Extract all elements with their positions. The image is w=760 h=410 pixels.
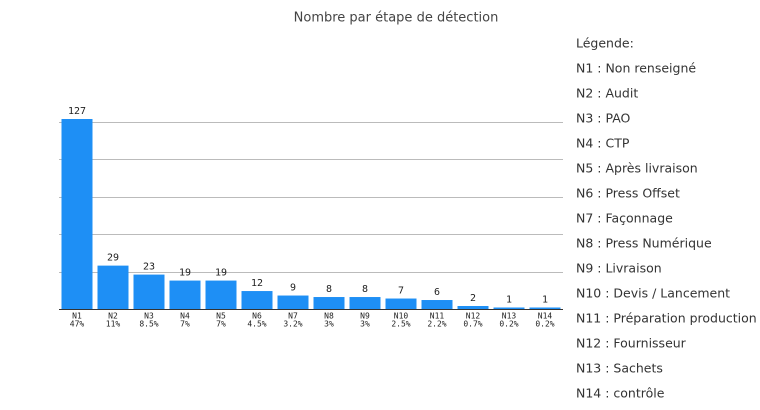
value-label: 6 [434,287,440,298]
legend-item: N3 : PAO [576,111,631,126]
x-tick-label: N7 [288,312,298,321]
x-tick-label: N14 [538,312,553,321]
bar [457,306,489,309]
value-label: 127 [68,106,86,117]
x-tick-sublabel: 11% [106,320,121,329]
x-tick-sublabel: 47% [70,320,85,329]
x-tick-sublabel: 3% [324,320,334,329]
x-tick-label: N5 [216,312,226,321]
bar [205,280,237,309]
x-tick-label: N8 [324,312,334,321]
legend-item: N10 : Devis / Lancement [576,286,730,301]
bar [97,265,129,309]
x-tick-label: N11 [430,312,445,321]
legend-item: N12 : Fournisseur [576,336,687,351]
legend-item: N9 : Livraison [576,261,662,276]
bar [421,300,453,309]
x-tick-sublabel: 2.2% [427,320,446,329]
x-tick-sublabel: 7% [216,320,226,329]
value-label: 1 [506,295,512,306]
legend-item: N14 : contrôle [576,386,665,401]
value-label: 1 [542,295,548,306]
x-tick-label: N3 [144,312,154,321]
x-tick-sublabel: 3.2% [283,320,302,329]
value-label: 9 [290,283,296,294]
legend-item: N11 : Préparation production [576,311,757,326]
value-label: 23 [143,262,155,273]
legend-item: N8 : Press Numérique [576,236,712,251]
x-tick-label: N6 [252,312,262,321]
legend-item: N13 : Sachets [576,361,663,376]
legend-item: N6 : Press Offset [576,186,680,201]
x-tick-sublabel: 2.5% [391,320,410,329]
bar [169,280,201,309]
x-tick-label: N9 [360,312,370,321]
x-tick-sublabel: 0.2% [535,320,554,329]
x-tick-label: N12 [466,312,481,321]
x-tick-sublabel: 8.5% [139,320,158,329]
value-label: 8 [362,284,368,295]
bar [313,297,345,309]
value-label: 7 [398,286,404,297]
legend-title: Légende: [576,36,634,51]
value-label: 19 [179,268,191,279]
legend-item: N4 : CTP [576,136,630,151]
legend-item: N2 : Audit [576,86,638,101]
value-label: 12 [251,278,263,289]
bar [529,307,561,309]
value-label: 8 [326,284,332,295]
x-tick-sublabel: 0.2% [499,320,518,329]
bar [241,291,273,309]
value-label: 2 [470,293,476,304]
x-tick-label: N13 [502,312,517,321]
x-tick-label: N4 [180,312,190,321]
x-tick-sublabel: 7% [180,320,190,329]
x-tick-label: N10 [394,312,409,321]
x-tick-label: N1 [72,312,82,321]
value-label: 19 [215,268,227,279]
x-tick-sublabel: 4.5% [247,320,266,329]
bar [277,295,309,309]
bar [385,298,417,309]
value-label: 29 [107,253,119,264]
bar [133,274,165,309]
x-tick-sublabel: 0.7% [463,320,482,329]
legend-item: N1 : Non renseigné [576,61,696,76]
bar [349,297,381,309]
x-tick-label: N2 [108,312,118,321]
chart-title: Nombre par étape de détection [294,11,499,26]
bar [493,307,525,309]
legend-item: N5 : Après livraison [576,161,698,176]
bar [61,119,93,309]
x-tick-sublabel: 3% [360,320,370,329]
legend-item: N7 : Façonnage [576,211,673,226]
